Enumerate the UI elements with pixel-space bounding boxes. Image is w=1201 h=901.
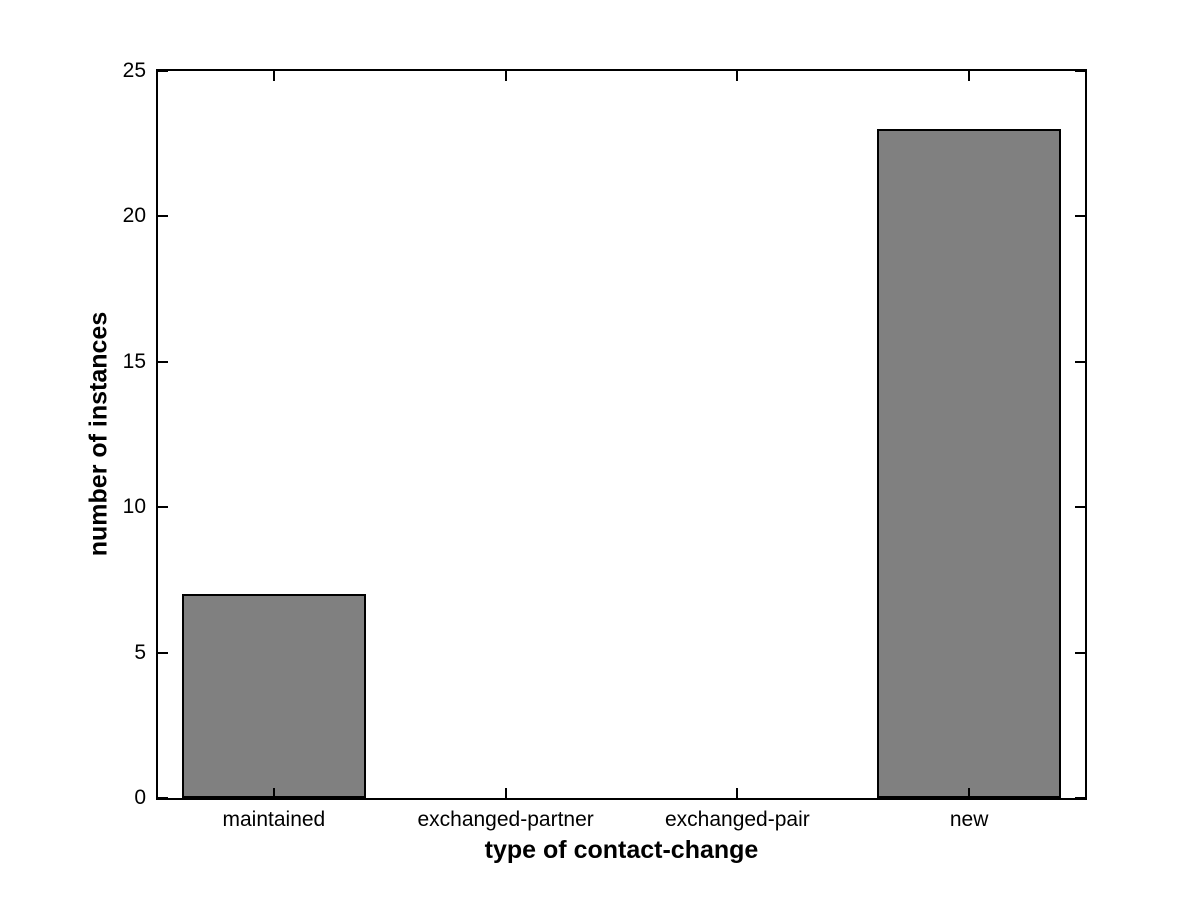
y-tick-left [158, 360, 168, 363]
y-tick-label: 10 [122, 495, 146, 519]
y-tick-right [1075, 506, 1085, 509]
x-tick-bottom [968, 788, 971, 798]
x-tick-top [272, 71, 275, 81]
bar-new [877, 129, 1062, 798]
x-tick-label-exchanged-partner: exchanged-partner [417, 808, 594, 831]
x-tick-top [736, 71, 739, 81]
plot-area [156, 69, 1087, 800]
y-tick-label: 0 [134, 786, 146, 809]
y-tick-label: 15 [122, 349, 146, 373]
y-tick-left [158, 506, 168, 509]
y-tick-right [1075, 215, 1085, 218]
x-tick-bottom [504, 788, 507, 798]
y-tick-right [1075, 360, 1085, 363]
y-tick-left [158, 215, 168, 218]
x-tick-top [968, 71, 971, 81]
y-tick-left [158, 651, 168, 654]
x-tick-label-exchanged-pair: exchanged-pair [664, 808, 810, 831]
bar-maintained [181, 594, 366, 798]
plot-inner [158, 70, 1085, 799]
y-tick-left [158, 797, 168, 799]
y-tick-right [1075, 651, 1085, 654]
x-tick-label-new: new [949, 808, 989, 831]
x-tick-bottom [736, 788, 739, 798]
x-tick-bottom [272, 788, 275, 798]
x-tick-top [504, 71, 507, 81]
y-tick-left [158, 70, 168, 72]
y-tick-label: 5 [134, 640, 146, 664]
y-tick-right [1075, 70, 1085, 72]
y-tick-right [1075, 797, 1085, 799]
y-tick-label: 25 [122, 59, 146, 82]
x-axis-label: type of contact-change [484, 836, 759, 864]
x-tick-label-maintained: maintained [222, 808, 326, 831]
y-tick-label: 20 [122, 204, 146, 228]
